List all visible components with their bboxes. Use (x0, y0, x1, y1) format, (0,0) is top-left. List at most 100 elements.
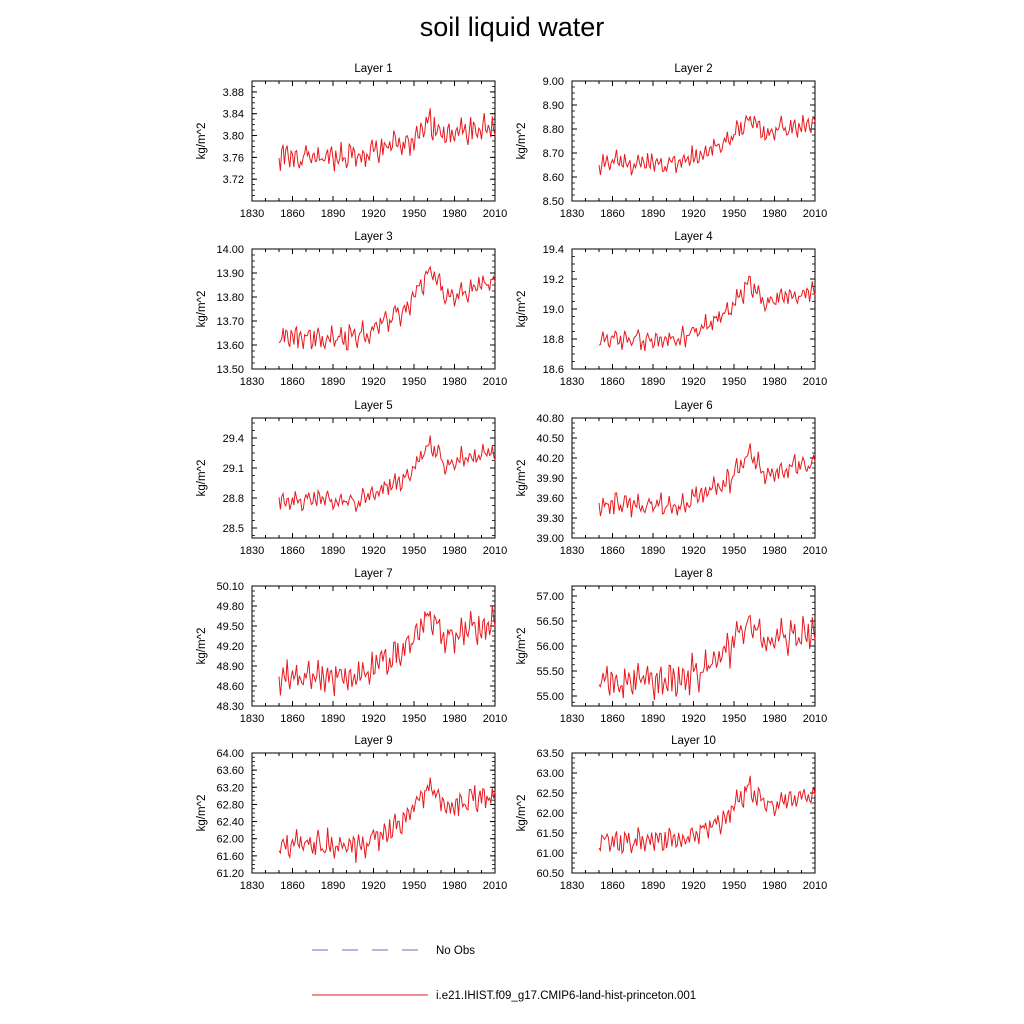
figure-title: soil liquid water (419, 12, 605, 42)
panel-8-ytick-label: 55.50 (536, 666, 564, 678)
panel-6-ytick-label: 40.50 (536, 433, 564, 445)
panel-9-xtick-label: 2010 (483, 880, 507, 892)
panel-8-xtick-label: 1830 (560, 713, 584, 725)
panel-1-ytick-label: 3.80 (223, 131, 244, 143)
panel-9-ytick-label: 63.20 (216, 782, 244, 794)
panel-5-xtick-label: 1920 (361, 545, 385, 557)
panel-6-ytick-label: 39.60 (536, 493, 564, 505)
panel-7-xtick-label: 1860 (280, 713, 304, 725)
panel-8-xtick-label: 1980 (762, 713, 786, 725)
panel-1-xtick-label: 1860 (280, 208, 304, 220)
panel-9-title: Layer 9 (354, 735, 392, 747)
panel-2-xtick-label: 1830 (560, 208, 584, 220)
panel-7-title: Layer 7 (354, 568, 392, 580)
panel-3-xtick-label: 1860 (280, 376, 304, 388)
panel-8-title: Layer 8 (674, 568, 712, 580)
panel-4-ytick-label: 18.8 (543, 334, 564, 346)
panel-4-ytick-label: 19.0 (543, 304, 564, 316)
panel-7-ytick-label: 50.10 (216, 581, 244, 593)
panel-2-ylabel: kg/m^2 (516, 123, 528, 160)
panel-8-ytick-label: 56.50 (536, 616, 564, 628)
panel-3-ytick-label: 13.70 (216, 316, 244, 328)
panel-5-ytick-label: 29.4 (223, 433, 244, 445)
panel-2-xtick-label: 1890 (641, 208, 665, 220)
panel-6-ytick-label: 39.90 (536, 473, 564, 485)
panel-2-xtick-label: 1980 (762, 208, 786, 220)
panel-5-frame (251, 417, 496, 539)
panel-9-xtick-label: 1950 (402, 880, 426, 892)
panel-10-xtick-label: 1920 (681, 880, 705, 892)
panel-4-xtick-label: 2010 (803, 376, 827, 388)
panel-6-xtick-label: 2010 (803, 545, 827, 557)
panel-9-xtick-label: 1980 (442, 880, 466, 892)
panel-9-ytick-label: 61.60 (216, 851, 244, 863)
panel-1-ytick-label: 3.72 (223, 174, 244, 186)
panel-5-ytick-label: 29.1 (223, 463, 244, 475)
panel-5-xtick-label: 1890 (321, 545, 345, 557)
panel-3-title: Layer 3 (354, 231, 392, 243)
panel-2-ytick-label: 8.80 (543, 124, 564, 136)
legend-label-model: i.e21.IHIST.f09_g17.CMIP6-land-hist-prin… (436, 990, 696, 1002)
panel-3-ytick-label: 14.00 (216, 244, 244, 256)
panel-2-xtick-label: 1860 (600, 208, 624, 220)
panel-8-ylabel: kg/m^2 (516, 628, 528, 665)
panel-8-xtick-label: 1860 (600, 713, 624, 725)
panel-5-series-line (278, 435, 496, 512)
panel-7-ylabel: kg/m^2 (196, 628, 208, 665)
panel-10-series-line (598, 775, 816, 855)
panel-4-xtick-label: 1980 (762, 376, 786, 388)
panel-8-xtick-label: 1950 (722, 713, 746, 725)
panel-10-title: Layer 10 (671, 735, 716, 747)
panel-5-xtick-label: 1950 (402, 545, 426, 557)
panel-10-xtick-label: 1950 (722, 880, 746, 892)
panel-9-xtick-label: 1890 (321, 880, 345, 892)
panel-1-ylabel: kg/m^2 (196, 123, 208, 160)
panel-2-xtick-label: 1950 (722, 208, 746, 220)
panel-7-xtick-label: 1980 (442, 713, 466, 725)
panel-3-frame (251, 248, 496, 370)
panel-7-xtick-label: 2010 (483, 713, 507, 725)
panel-9-ytick-label: 62.40 (216, 817, 244, 829)
panel-1-series-line (278, 108, 496, 172)
panel-10-xtick-label: 1860 (600, 880, 624, 892)
panel-6-xtick-label: 1830 (560, 545, 584, 557)
panel-5-xtick-label: 1860 (280, 545, 304, 557)
panel-9-xtick-label: 1860 (280, 880, 304, 892)
panel-7-ytick-label: 49.50 (216, 621, 244, 633)
panel-8-xtick-label: 2010 (803, 713, 827, 725)
panel-2-title: Layer 2 (674, 63, 712, 75)
panel-6-ytick-label: 39.00 (536, 533, 564, 545)
panel-5-xtick-label: 1980 (442, 545, 466, 557)
panel-10-ytick-label: 63.00 (536, 768, 564, 780)
panel-3-xtick-label: 1920 (361, 376, 385, 388)
panel-3-series-line (278, 265, 496, 351)
panel-2-ytick-label: 8.90 (543, 100, 564, 112)
panel-3-xtick-label: 1830 (240, 376, 264, 388)
panel-10-ylabel: kg/m^2 (516, 795, 528, 832)
panel-6-xtick-label: 1860 (600, 545, 624, 557)
panel-10-xtick-label: 1980 (762, 880, 786, 892)
panel-5-ytick-label: 28.8 (223, 493, 244, 505)
panel-5-xtick-label: 1830 (240, 545, 264, 557)
panel-1-xtick-label: 1950 (402, 208, 426, 220)
panel-10-xtick-label: 1830 (560, 880, 584, 892)
panel-7-xtick-label: 1830 (240, 713, 264, 725)
panel-7-frame (251, 585, 496, 707)
panel-10-xtick-label: 1890 (641, 880, 665, 892)
panel-8-ytick-label: 57.00 (536, 591, 564, 603)
panel-10-frame (571, 752, 816, 874)
panel-9-xtick-label: 1830 (240, 880, 264, 892)
panel-3-xtick-label: 1950 (402, 376, 426, 388)
panel-5-title: Layer 5 (354, 400, 392, 412)
panel-2-xtick-label: 1920 (681, 208, 705, 220)
panel-7-ytick-label: 49.20 (216, 641, 244, 653)
panel-7-xtick-label: 1890 (321, 713, 345, 725)
panel-8-ytick-label: 55.00 (536, 691, 564, 703)
panel-2-series-line (598, 114, 816, 176)
panel-6-ytick-label: 39.30 (536, 513, 564, 525)
panel-1-ytick-label: 3.88 (223, 87, 244, 99)
panel-1-xtick-label: 1830 (240, 208, 264, 220)
panel-1-xtick-label: 2010 (483, 208, 507, 220)
